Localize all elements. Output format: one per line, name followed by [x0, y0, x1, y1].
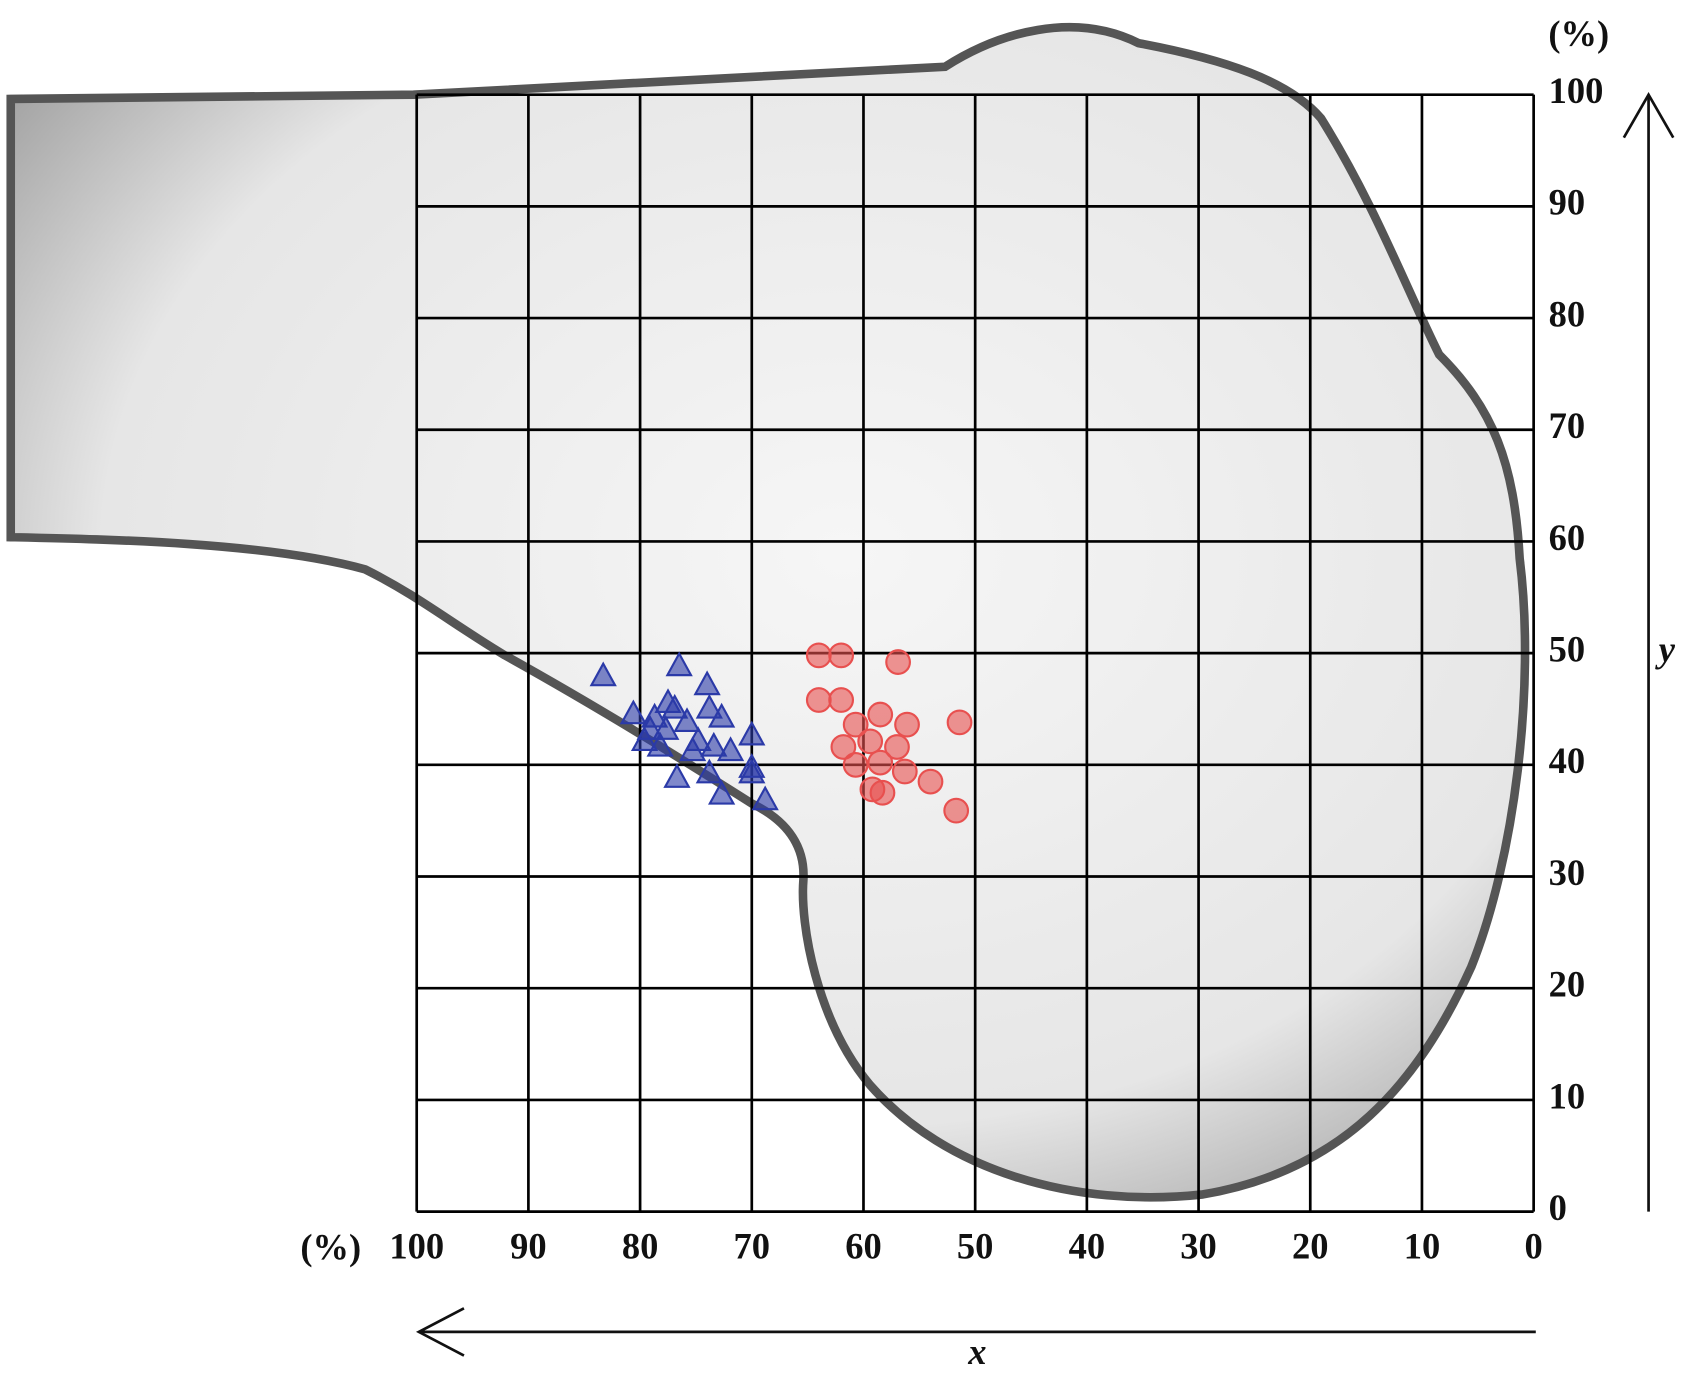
- circle-marker: [867, 749, 894, 776]
- triangle-marker: [716, 736, 745, 762]
- y-tick-label: 0: [1549, 1187, 1567, 1228]
- triangle-marker: [700, 731, 728, 757]
- y-tick-label: 10: [1549, 1075, 1586, 1116]
- circle-marker: [891, 758, 918, 785]
- triangle-marker: [707, 779, 736, 805]
- triangle-marker: [646, 731, 674, 757]
- triangle-marker: [636, 715, 664, 740]
- triangle-marker: [619, 699, 648, 725]
- y-axis-label: y: [1655, 629, 1676, 670]
- x-tick-label: 40: [1069, 1226, 1106, 1267]
- triangle-marker: [678, 736, 707, 762]
- triangle-marker: [665, 651, 693, 677]
- x-unit: (%): [300, 1227, 361, 1268]
- triangle-marker: [693, 670, 721, 696]
- circle-marker: [869, 779, 896, 806]
- triangle-marker: [738, 720, 766, 746]
- circle-marker: [828, 687, 855, 713]
- triangle-marker: [751, 785, 779, 811]
- y-tick-label: 60: [1549, 517, 1586, 558]
- circle-marker: [946, 709, 973, 736]
- triangle-marker: [738, 758, 766, 784]
- circle-marker: [828, 642, 855, 669]
- circle-marker: [894, 711, 920, 738]
- x-tick-label: 30: [1180, 1226, 1217, 1267]
- triangle-marker: [589, 661, 617, 687]
- y-tick-label: 90: [1549, 182, 1586, 223]
- x-axis-label: x: [967, 1331, 986, 1372]
- y-unit: (%): [1548, 13, 1609, 54]
- triangle-marker: [663, 763, 691, 788]
- y-tick-label: 40: [1549, 740, 1586, 781]
- y-tick-label: 70: [1549, 405, 1586, 446]
- x-tick-label: 60: [845, 1226, 881, 1267]
- x-tick-label: 80: [622, 1226, 659, 1267]
- bone-outline: [6, 22, 1530, 1202]
- circle-marker: [885, 649, 911, 675]
- y-tick-label: 100: [1549, 70, 1604, 111]
- circle-marker: [830, 734, 857, 760]
- circle-marker: [943, 797, 970, 824]
- x-tick-label: 100: [389, 1226, 444, 1267]
- circle-marker: [857, 728, 884, 755]
- x-tick-label: 20: [1292, 1226, 1329, 1267]
- circle-marker: [842, 751, 869, 778]
- x-tick-label: 90: [510, 1226, 546, 1267]
- y-tick-label: 30: [1549, 852, 1586, 893]
- circle-marker: [805, 687, 832, 713]
- x-tick-label: 0: [1525, 1226, 1543, 1267]
- x-tick-label: 50: [957, 1226, 994, 1267]
- circle-marker: [867, 701, 894, 728]
- y-tick-label: 20: [1549, 964, 1586, 1005]
- triangle-marker: [673, 707, 701, 733]
- circle-marker: [805, 642, 832, 669]
- triangle-marker: [695, 758, 723, 784]
- x-tick-label: 70: [734, 1226, 771, 1267]
- circle-marker: [884, 734, 910, 760]
- x-tick-label: 10: [1404, 1226, 1440, 1267]
- triangle-marker: [661, 693, 689, 719]
- triangle-marker: [695, 693, 723, 719]
- y-tick-label: 80: [1549, 293, 1586, 334]
- triangle-marker: [707, 702, 736, 728]
- circle-marker: [842, 711, 869, 738]
- x-arrow: [415, 1307, 1536, 1357]
- circle-marker: [917, 768, 944, 795]
- y-tick-label: 50: [1549, 629, 1586, 670]
- y-arrow: [1622, 91, 1675, 1212]
